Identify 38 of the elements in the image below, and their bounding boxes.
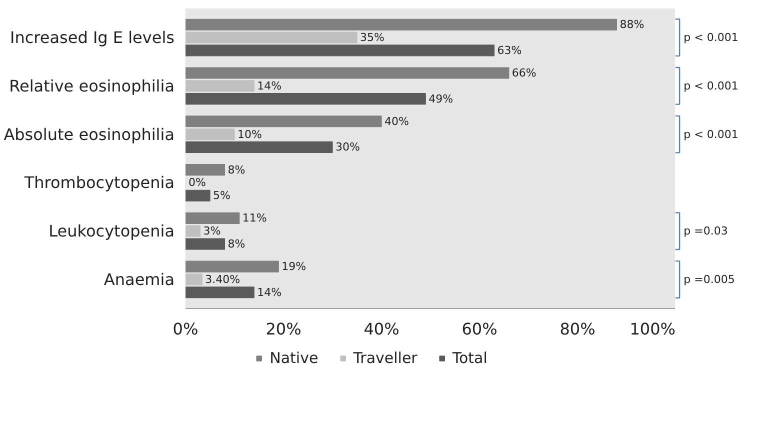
- data-label: 88%: [620, 18, 644, 32]
- data-label: 63%: [497, 44, 522, 57]
- data-label: 3%: [203, 224, 221, 238]
- data-label: 35%: [360, 31, 384, 44]
- data-label: 66%: [512, 66, 536, 80]
- text: p =0.005: [684, 272, 735, 286]
- x-tick-label: 20%: [266, 320, 302, 338]
- data-label: 14%: [257, 79, 282, 92]
- text: p < 0.001: [684, 31, 738, 44]
- data-label: 40%: [384, 114, 409, 128]
- data-label: 8%: [228, 237, 246, 250]
- data-label: 30%: [336, 140, 360, 154]
- y-tick-label: Relative eosinophilia: [9, 76, 174, 96]
- data-label: 5%: [213, 189, 230, 202]
- data-label: 11%: [242, 212, 267, 225]
- x-tick-label: 0%: [172, 320, 198, 338]
- y-tick-label: Anaemia: [104, 270, 175, 289]
- data-label: 49%: [428, 92, 454, 106]
- x-tick-label: 100%: [630, 320, 676, 338]
- text: p < 0.001: [684, 79, 738, 92]
- y-tick-label: Thrombocytopenia: [23, 173, 175, 192]
- data-label: 14%: [257, 286, 282, 299]
- data-label: 19%: [282, 260, 306, 274]
- legend-label: Native: [270, 349, 318, 367]
- data-label: 10%: [238, 128, 262, 141]
- legend-label: Total: [452, 349, 488, 367]
- x-tick-label: 40%: [364, 320, 400, 338]
- x-tick-label: 80%: [560, 320, 596, 338]
- y-tick-label: Increased Ig E levels: [10, 28, 175, 48]
- text: p < 0.001: [684, 128, 738, 141]
- x-tick-label: 60%: [462, 320, 498, 338]
- data-label: 8%: [228, 163, 246, 176]
- text: p =0.03: [684, 224, 728, 238]
- data-label: 3.40%: [205, 272, 240, 286]
- y-tick-label: Leukocytopenia: [48, 222, 175, 241]
- data-label: 0%: [188, 176, 206, 190]
- y-tick-label: Absolute eosinophilia: [4, 124, 174, 144]
- legend-label: Traveller: [353, 349, 418, 367]
